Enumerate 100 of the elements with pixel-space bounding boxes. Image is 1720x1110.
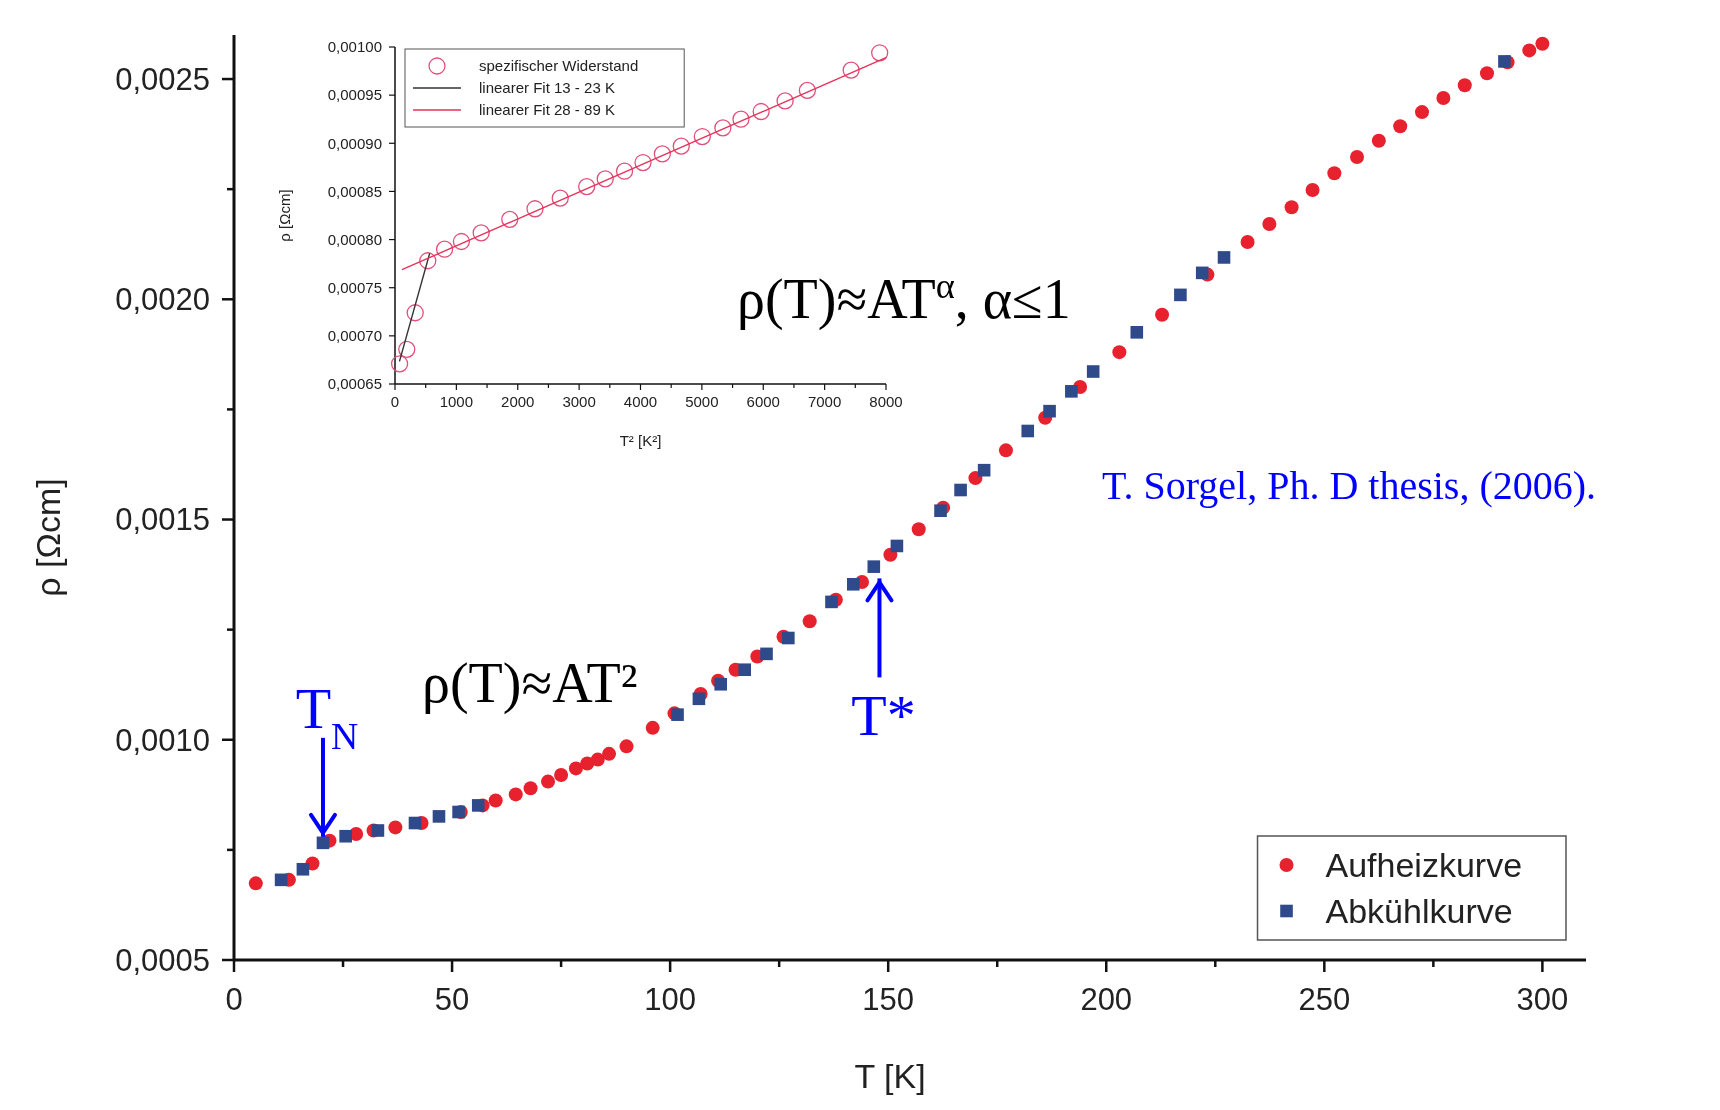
point [692, 692, 706, 706]
point [1217, 251, 1231, 264]
point [590, 752, 605, 767]
x-tick-label: 0 [225, 981, 243, 1017]
point [541, 774, 556, 789]
point [602, 746, 617, 761]
point [398, 340, 416, 358]
point [1436, 90, 1451, 105]
legend-label: linearer Fit 13 - 23 K [479, 79, 615, 97]
y-tick-label: 0,00085 [327, 182, 382, 200]
point [752, 102, 770, 121]
y-tick-label: 0,00075 [327, 278, 382, 296]
point [1021, 424, 1035, 438]
point [732, 110, 750, 128]
x-tick-label: 4000 [623, 392, 658, 410]
point [390, 355, 409, 373]
annotation: T* [851, 683, 916, 749]
point [693, 127, 711, 146]
point [551, 189, 569, 207]
annotation: T. Sorgel, Ph. D thesis, (2006). [1102, 463, 1597, 508]
x-tick-label: 50 [434, 981, 470, 1017]
point [1498, 55, 1511, 68]
point [802, 614, 817, 629]
point [1086, 365, 1100, 378]
y-tick-label: 0,0005 [115, 942, 210, 978]
point [471, 799, 485, 812]
x-tick-label: 100 [644, 981, 696, 1017]
point [1155, 307, 1170, 322]
point [934, 504, 947, 518]
x-tick-label: 2000 [501, 392, 535, 410]
point [890, 539, 904, 553]
point [653, 145, 671, 163]
point [472, 224, 490, 242]
point [1262, 216, 1277, 231]
point [596, 170, 614, 188]
point [954, 483, 967, 497]
y-tick-label: 0,00065 [327, 375, 382, 393]
point [738, 663, 752, 677]
point [842, 61, 860, 79]
point [671, 708, 684, 721]
x-tick-label: 250 [1298, 981, 1351, 1017]
point [526, 200, 544, 218]
point [911, 522, 926, 537]
point [1415, 105, 1430, 120]
legend-label: linearer Fit 28 - 89 K [479, 101, 615, 119]
point [1393, 119, 1408, 134]
point [1305, 183, 1320, 198]
point [998, 443, 1013, 458]
point [371, 824, 385, 837]
point [296, 862, 310, 876]
point [1130, 326, 1144, 339]
point [1535, 36, 1550, 51]
point [634, 153, 652, 172]
point [825, 595, 838, 609]
point [1480, 66, 1494, 81]
point [672, 137, 690, 155]
point [1457, 78, 1472, 93]
point [776, 92, 794, 110]
point [316, 836, 330, 850]
y-axis-title: ρ [Ωcm] [29, 478, 67, 597]
point [1327, 166, 1342, 181]
y-tick-label: 0,00095 [327, 86, 382, 104]
point [488, 793, 503, 808]
legend-label: spezifischer Widerstand [479, 57, 639, 75]
point [578, 177, 596, 196]
y-tick-label: 0,00080 [327, 230, 382, 248]
point [1240, 235, 1255, 250]
x-tick-label: 5000 [685, 392, 719, 410]
x-axis-title: T² [K²] [619, 432, 662, 449]
annotation: T$_{N}$ [295, 675, 359, 757]
x-tick-label: 1000 [439, 392, 474, 410]
annotation: ρ(T)≈AT² [422, 652, 638, 715]
point [1371, 133, 1386, 148]
y-tick-label: 0,00090 [327, 134, 382, 152]
x-tick-label: 200 [1080, 981, 1133, 1017]
y-axis-title: ρ [Ωcm] [276, 189, 293, 242]
point [554, 768, 569, 782]
point [847, 577, 860, 591]
x-tick-label: 300 [1516, 981, 1569, 1017]
x-tick-label: 6000 [746, 392, 780, 410]
point [798, 81, 817, 99]
point [408, 816, 422, 830]
point [508, 787, 523, 802]
y-tick-label: 0,0015 [115, 502, 210, 538]
point [452, 232, 471, 251]
point [1043, 404, 1056, 418]
point [615, 162, 634, 180]
point [1195, 266, 1209, 280]
x-tick-label: 8000 [869, 392, 903, 410]
legend-label: Abkühlkurve [1325, 891, 1513, 930]
x-tick-label: 0 [390, 392, 400, 410]
point [1522, 43, 1537, 58]
point [1174, 288, 1187, 302]
point [406, 304, 424, 322]
y-tick-label: 0,0010 [115, 722, 210, 758]
y-tick-label: 0,0020 [115, 282, 210, 318]
point [714, 119, 732, 137]
x-tick-label: 3000 [562, 392, 596, 410]
point [523, 781, 538, 796]
y-tick-label: 0,00100 [327, 38, 382, 56]
